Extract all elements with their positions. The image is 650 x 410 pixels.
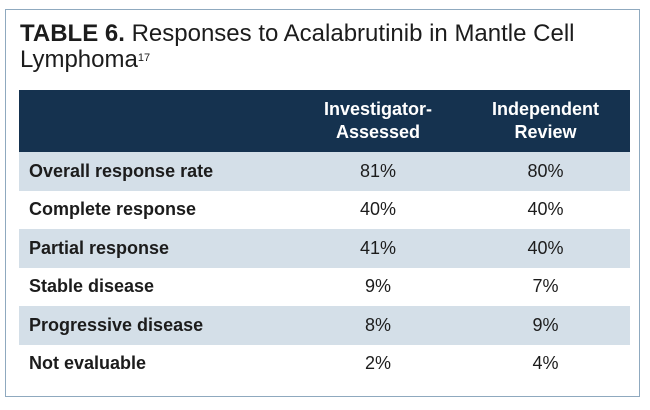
row-label: Progressive disease [29, 314, 204, 335]
row-label: Stable disease [29, 276, 155, 297]
independent-value: 7% [532, 276, 559, 297]
table-title: TABLE 6. Responses to Acalabrutinib in M… [20, 21, 620, 73]
investigator-value: 81% [359, 160, 397, 181]
header-line: Investigator- [323, 99, 433, 119]
table-row: Progressive disease 8% 9% [19, 306, 630, 345]
table-row: Overall response rate 81% 80% [19, 152, 630, 191]
header-line: Independent [492, 99, 599, 119]
responses-table: Investigator- Assessed Independent Revie… [19, 90, 630, 383]
independent-value: 9% [532, 314, 559, 335]
investigator-value: 40% [359, 199, 397, 220]
header-empty [19, 90, 295, 152]
table-frame [5, 9, 640, 397]
independent-value: 4% [532, 353, 559, 374]
table-row: Complete response 40% 40% [19, 191, 630, 230]
investigator-value: 2% [364, 353, 391, 374]
header-investigator-assessed: Investigator- Assessed [295, 90, 461, 152]
independent-value: 40% [527, 199, 564, 220]
header-line: Review [514, 122, 577, 142]
row-label: Overall response rate [29, 160, 214, 181]
row-label: Not evaluable [29, 353, 147, 374]
investigator-value: 41% [359, 237, 397, 258]
row-label: Partial response [29, 237, 170, 258]
table-row: Not evaluable 2% 4% [19, 345, 630, 384]
table-number: TABLE 6. [20, 20, 125, 47]
table-header-row: Investigator- Assessed Independent Revie… [19, 90, 630, 152]
header-line: Assessed [335, 122, 421, 142]
table-caption: Responses to Acalabrutinib in Mantle Cel… [20, 20, 575, 73]
reference-superscript: 17 [137, 52, 151, 64]
table-row: Stable disease 9% 7% [19, 268, 630, 307]
independent-value: 40% [527, 237, 564, 258]
row-label: Complete response [29, 199, 197, 220]
table-row: Partial response 41% 40% [19, 229, 630, 268]
investigator-value: 8% [364, 314, 391, 335]
independent-value: 80% [527, 160, 564, 181]
investigator-value: 9% [364, 276, 391, 297]
header-independent-review: Independent Review [461, 90, 630, 152]
